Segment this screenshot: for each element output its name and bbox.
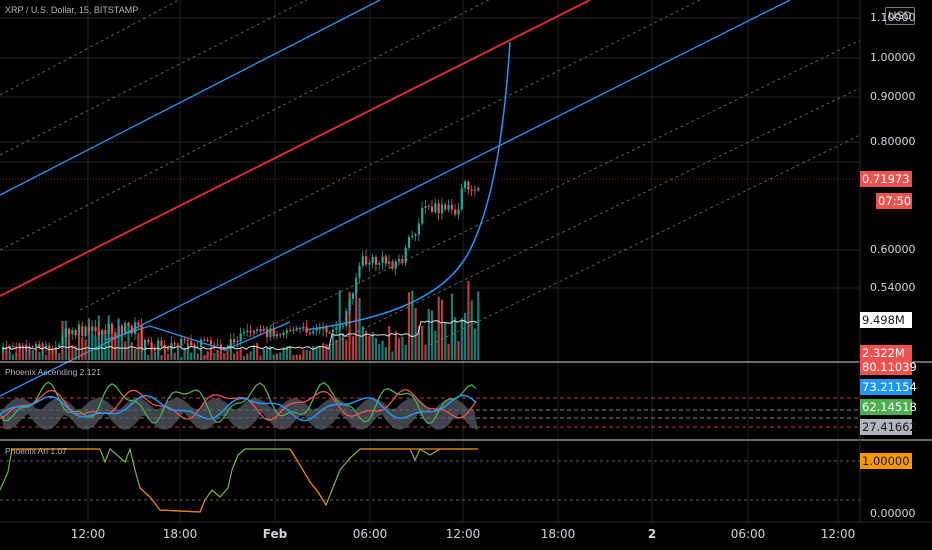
channel-red-mid bbox=[0, 0, 591, 297]
channel-blue-upper bbox=[0, 0, 381, 196]
channel-dash-7 bbox=[429, 134, 861, 346]
osc-value-red: 80.11039 bbox=[860, 359, 917, 375]
channel-dash-3 bbox=[0, 0, 490, 251]
time-label-6: 18:00 bbox=[540, 527, 576, 541]
channel-dash-2 bbox=[0, 0, 308, 156]
candlesticks bbox=[2, 179, 480, 357]
phoenix-ascending-title[interactable]: Phoenix Ascending 2.121 bbox=[5, 367, 101, 377]
volume-ma-line bbox=[1, 319, 478, 350]
time-label-5: 12:00 bbox=[445, 527, 481, 541]
currency-button[interactable]: USD bbox=[885, 7, 915, 25]
volume-ma-badge: 9.498M bbox=[860, 312, 912, 328]
phoenix-ari-panel bbox=[0, 446, 860, 513]
bar-countdown-badge: 07:50 bbox=[876, 193, 912, 209]
price-label-6: 0.54000 bbox=[870, 281, 916, 294]
channel-dash-1 bbox=[0, 0, 180, 96]
time-label-8: 06:00 bbox=[730, 527, 766, 541]
ari-zero-label: 0.00000 bbox=[870, 507, 916, 520]
price-label-3: 0.90000 bbox=[870, 90, 916, 103]
channel-dash-6 bbox=[329, 87, 861, 346]
ari-value-badge: 1.00000 bbox=[860, 453, 912, 469]
phoenix-ari-title[interactable]: Phoenix Ari 1.07 bbox=[5, 446, 67, 456]
price-label-1: 1.10000 bbox=[870, 11, 916, 24]
price-label-2: 1.00000 bbox=[870, 51, 916, 64]
osc-value-grey: 27.41662 bbox=[860, 419, 917, 435]
osc-value-blue: 73.21154 bbox=[860, 379, 917, 395]
price-label-4: 0.80000 bbox=[870, 135, 916, 148]
time-label-1: 12:00 bbox=[70, 527, 106, 541]
phoenix-ascending-panel bbox=[0, 381, 860, 430]
time-label-9: 12:00 bbox=[820, 527, 856, 541]
time-label-3: Feb bbox=[262, 527, 288, 541]
price-label-5: 0.60000 bbox=[870, 243, 916, 256]
channel-dash-5 bbox=[199, 39, 861, 361]
last-price-badge: 0.71973 bbox=[860, 171, 912, 187]
time-label-2: 18:00 bbox=[162, 527, 198, 541]
channel-dash-4 bbox=[79, 0, 701, 311]
time-label-7: 2 bbox=[647, 527, 657, 541]
grid-lines bbox=[0, 0, 860, 522]
volume-badge: 2.322M bbox=[860, 345, 912, 361]
parabolic-curve bbox=[304, 41, 511, 331]
symbol-title[interactable]: XRP / U.S. Dollar, 15, BITSTAMP bbox=[5, 5, 139, 15]
time-label-4: 06:00 bbox=[352, 527, 388, 541]
osc-value-green: 62.14518 bbox=[860, 399, 917, 415]
